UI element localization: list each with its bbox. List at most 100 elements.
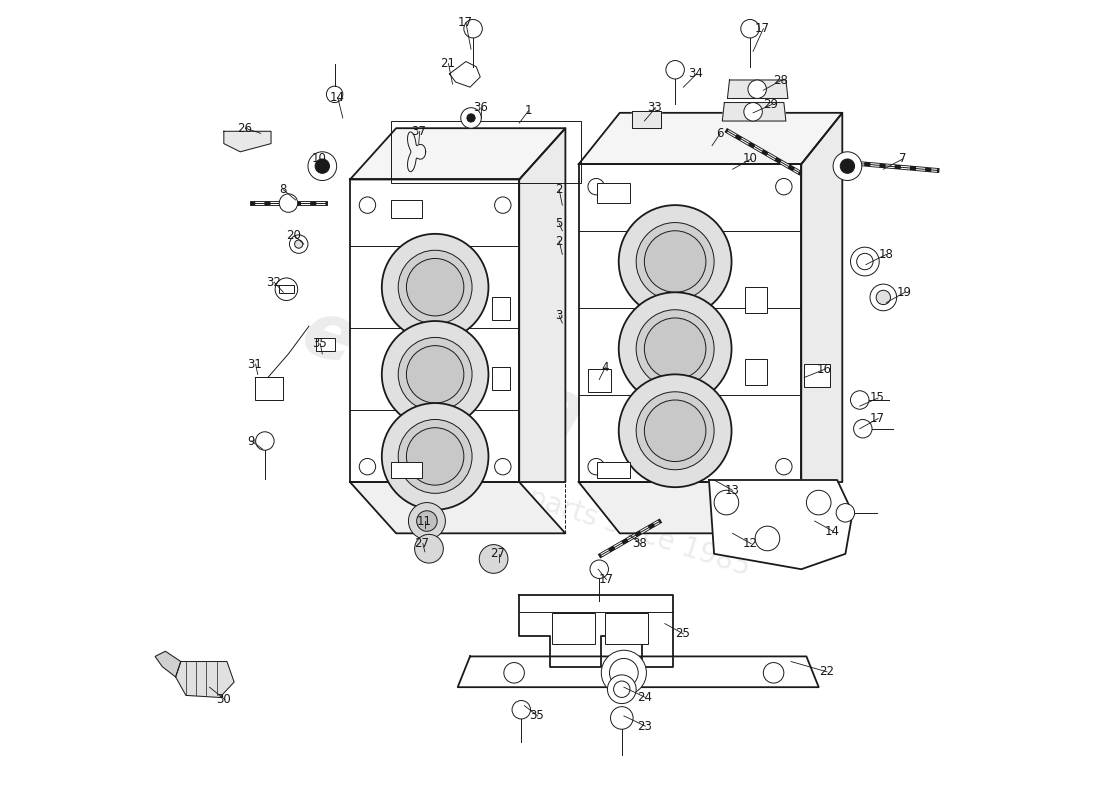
- Circle shape: [289, 235, 308, 254]
- Bar: [587, 370, 610, 392]
- Circle shape: [255, 432, 274, 450]
- Polygon shape: [519, 595, 673, 666]
- Circle shape: [315, 159, 330, 174]
- Circle shape: [776, 458, 792, 475]
- Bar: [390, 200, 421, 218]
- Circle shape: [618, 292, 732, 405]
- Text: 17: 17: [870, 412, 886, 425]
- Text: 26: 26: [238, 122, 252, 134]
- Circle shape: [495, 458, 512, 475]
- Bar: [597, 462, 630, 478]
- Text: 1: 1: [525, 104, 532, 118]
- Circle shape: [806, 490, 830, 515]
- Circle shape: [398, 250, 472, 324]
- Circle shape: [840, 159, 855, 174]
- Bar: [316, 338, 334, 350]
- Circle shape: [618, 374, 732, 487]
- Circle shape: [636, 392, 714, 470]
- Text: 17: 17: [458, 16, 473, 29]
- Polygon shape: [223, 131, 271, 152]
- Polygon shape: [155, 651, 180, 677]
- Text: 30: 30: [217, 693, 231, 706]
- Text: 27: 27: [415, 537, 430, 550]
- Circle shape: [504, 662, 525, 683]
- Text: 3: 3: [556, 310, 562, 322]
- Circle shape: [466, 114, 475, 122]
- Text: 4: 4: [602, 361, 608, 374]
- Circle shape: [513, 701, 530, 719]
- Polygon shape: [801, 113, 843, 482]
- Circle shape: [645, 230, 706, 292]
- Circle shape: [744, 102, 762, 121]
- Text: 34: 34: [689, 67, 703, 80]
- Text: 32: 32: [266, 275, 280, 289]
- Text: 14: 14: [330, 91, 344, 104]
- Polygon shape: [723, 102, 785, 121]
- Text: 10: 10: [742, 153, 758, 166]
- Text: 7: 7: [899, 153, 906, 166]
- Polygon shape: [579, 482, 843, 534]
- Circle shape: [602, 650, 647, 695]
- Bar: [390, 121, 581, 182]
- Text: 14: 14: [825, 525, 840, 538]
- Circle shape: [609, 658, 638, 687]
- Polygon shape: [450, 62, 481, 87]
- Text: 21: 21: [440, 57, 455, 70]
- Circle shape: [398, 338, 472, 411]
- Circle shape: [308, 152, 337, 181]
- Circle shape: [382, 403, 488, 510]
- Text: 8: 8: [279, 183, 287, 196]
- Circle shape: [740, 19, 759, 38]
- Circle shape: [857, 254, 873, 270]
- Circle shape: [406, 258, 464, 316]
- Bar: [605, 614, 649, 644]
- Bar: [254, 378, 284, 400]
- Text: 31: 31: [248, 358, 262, 370]
- Circle shape: [645, 400, 706, 462]
- Circle shape: [382, 234, 488, 341]
- Circle shape: [763, 662, 784, 683]
- Text: 35: 35: [529, 710, 544, 722]
- Text: 35: 35: [312, 337, 327, 350]
- Text: 5: 5: [556, 217, 562, 230]
- Circle shape: [614, 681, 630, 698]
- Text: 10: 10: [312, 153, 327, 166]
- Circle shape: [590, 560, 608, 578]
- Circle shape: [748, 80, 767, 98]
- Circle shape: [877, 290, 891, 305]
- Text: 2: 2: [556, 183, 562, 196]
- Circle shape: [360, 458, 375, 475]
- Circle shape: [408, 502, 446, 539]
- Circle shape: [850, 390, 869, 410]
- Circle shape: [833, 152, 861, 181]
- Bar: [492, 298, 510, 320]
- Text: 18: 18: [878, 248, 893, 261]
- Polygon shape: [579, 164, 801, 482]
- Text: 29: 29: [763, 98, 779, 111]
- Circle shape: [714, 490, 739, 515]
- Circle shape: [406, 428, 464, 485]
- Circle shape: [464, 19, 482, 38]
- Text: 17: 17: [598, 573, 613, 586]
- Bar: [597, 182, 630, 203]
- Circle shape: [607, 675, 636, 703]
- Polygon shape: [458, 657, 818, 687]
- Text: 33: 33: [648, 101, 662, 114]
- Circle shape: [587, 178, 604, 195]
- Polygon shape: [176, 662, 234, 698]
- Circle shape: [755, 526, 780, 550]
- Text: 16: 16: [816, 362, 832, 376]
- Text: a passion for parts since 1985: a passion for parts since 1985: [346, 426, 754, 582]
- Circle shape: [870, 284, 896, 310]
- Circle shape: [480, 545, 508, 574]
- Text: 11: 11: [417, 514, 431, 527]
- Polygon shape: [519, 128, 565, 482]
- Circle shape: [382, 321, 488, 428]
- Text: 37: 37: [411, 125, 427, 138]
- Bar: [390, 462, 421, 478]
- Circle shape: [645, 318, 706, 379]
- Bar: [492, 367, 510, 390]
- Circle shape: [618, 205, 732, 318]
- Circle shape: [495, 197, 512, 214]
- Circle shape: [406, 346, 464, 403]
